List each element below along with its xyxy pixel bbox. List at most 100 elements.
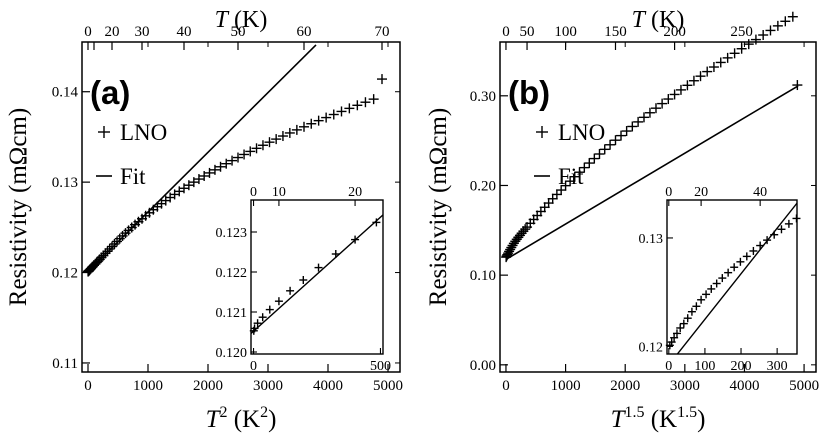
legend-label: LNO [558, 120, 605, 145]
data-point [675, 84, 686, 95]
data-point [650, 103, 661, 114]
inset-data-point [749, 246, 758, 255]
fit-line [505, 85, 799, 261]
data-point [199, 170, 210, 181]
y-tick-label: 0.00 [470, 358, 496, 374]
inset-data-point [253, 319, 262, 328]
inset-data-point [730, 263, 739, 272]
data-point [758, 30, 769, 41]
data-point [245, 146, 256, 157]
y-tick-label: 0.14 [52, 85, 79, 101]
inset-fit-line [676, 202, 797, 354]
inset-fit-line [251, 214, 383, 335]
plot-frame [499, 41, 817, 373]
inset-data-point [707, 284, 716, 293]
data-point [352, 100, 363, 111]
inset-top-tick-label: 40 [753, 185, 767, 200]
inset-data-point [351, 235, 360, 244]
y-tick-label: 0.11 [52, 356, 78, 372]
data-point [584, 158, 595, 169]
data-point [589, 153, 600, 164]
inset-y-tick-label: 0.123 [216, 226, 248, 241]
top-tick-label: 50 [520, 24, 535, 40]
inset-x-tick-label: 0 [250, 359, 257, 374]
data-point [313, 115, 324, 126]
data-point [204, 167, 215, 178]
inset-data-point [692, 302, 701, 311]
data-point [520, 224, 531, 235]
data-point [569, 171, 580, 182]
inset-x-tick-label: 300 [767, 359, 788, 374]
data-point [344, 103, 355, 114]
data-point [547, 193, 558, 204]
data-point [715, 57, 726, 68]
y-tick-label: 0.30 [470, 89, 496, 105]
legend-marker-plus [98, 126, 110, 138]
data-point [104, 243, 115, 254]
data-point [638, 112, 649, 123]
data-point [188, 177, 199, 188]
data-point [708, 62, 719, 73]
inset-data-point [670, 333, 679, 342]
legend: LNO Fit [96, 120, 167, 189]
data-point [610, 135, 621, 146]
inset-data-point [265, 305, 274, 314]
x-tick-label: 3000 [253, 378, 283, 394]
x-tick-label: 0 [502, 378, 510, 394]
data-point [257, 140, 268, 151]
data-point [209, 164, 220, 175]
inset-top-tick-label: 0 [250, 185, 257, 200]
top-axis-label: T (K) [632, 7, 685, 33]
data-point [657, 98, 668, 109]
data-point [663, 94, 674, 105]
inset-top-tick-label: 0 [665, 185, 672, 200]
data-point [787, 11, 798, 22]
top-tick-label: 150 [604, 24, 627, 40]
y-tick-label: 0.20 [470, 178, 496, 194]
inset-data-point [258, 313, 267, 322]
inset-y-tick-label: 0.13 [639, 232, 664, 247]
top-tick-label: 250 [730, 24, 753, 40]
x-tick-label: 2000 [610, 378, 640, 394]
data-point [233, 152, 243, 163]
data-point [215, 161, 226, 172]
data-point [574, 167, 585, 178]
inset: 0 500 0.120 0.121 0.122 0.123 0 10 20 [216, 185, 391, 374]
top-tick-label: 60 [297, 24, 312, 40]
data-point [695, 71, 706, 82]
legend-label: Fit [120, 164, 146, 189]
data-point [644, 107, 655, 118]
data-point [669, 89, 680, 100]
data-point [264, 137, 275, 148]
x-tick-label: 3000 [670, 378, 700, 394]
inset-y-tick-label: 0.121 [216, 306, 248, 321]
inset-data-point [274, 297, 283, 306]
inset-data-point [331, 250, 340, 258]
x-axis-label: T1.5 (K1.5) [611, 404, 706, 433]
data-point [193, 174, 204, 185]
x-axis-label: T2 (K2) [206, 404, 277, 433]
data-point [605, 139, 616, 150]
data-point [729, 48, 740, 59]
y-axis-label: Resistivity (mΩcm) [425, 108, 452, 306]
inset-data-point [736, 257, 745, 266]
inset-x-tick-label: 500 [370, 359, 391, 374]
x-tick-label: 4000 [313, 378, 343, 394]
inset-data-point [712, 279, 721, 288]
panel-label: (a) [90, 74, 130, 111]
inset-frame [666, 199, 798, 355]
data-point [227, 155, 238, 166]
x-tick-label: 1000 [551, 378, 581, 394]
inset-y-tick-label: 0.122 [216, 266, 248, 281]
data-point [251, 143, 262, 154]
data-point [722, 52, 733, 63]
inset-data-point [697, 295, 706, 304]
data-point [772, 20, 783, 31]
inset-data-point [679, 319, 688, 328]
inset-data-point [672, 329, 681, 338]
data-point [551, 189, 562, 200]
panel-label: (b) [508, 74, 550, 111]
data-point [750, 34, 761, 45]
data-point [594, 149, 605, 160]
